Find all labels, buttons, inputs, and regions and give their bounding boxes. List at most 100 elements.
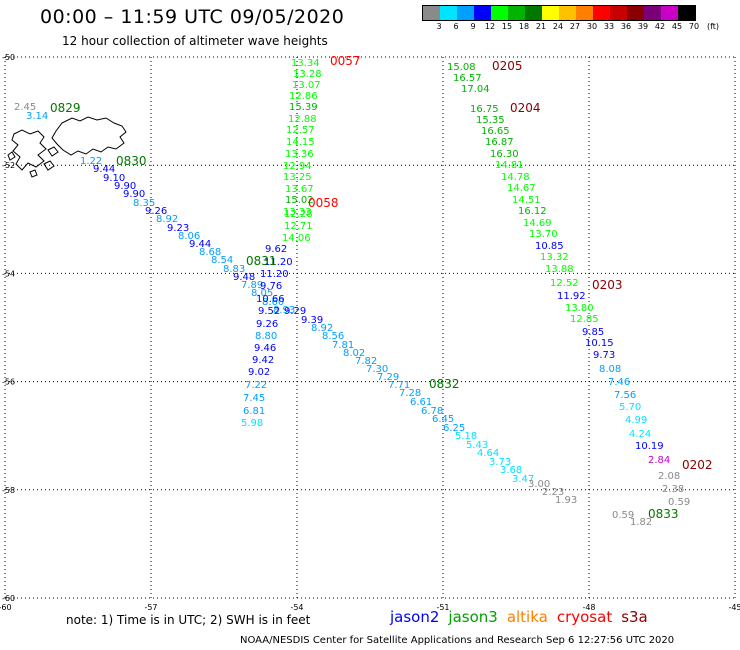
track-0202: 2.84 2.08 2.38 0.59 0202 [648, 455, 713, 508]
lon-label: -57 [144, 603, 157, 612]
pass-time-label: 0057 [330, 54, 361, 68]
wave-height-label: 14.69 [523, 218, 552, 229]
axis-labels: -50 -52 -54 -56 -58 -60-60 -57 -54 -51 -48 -45 [0, 53, 740, 612]
wave-height-label: 12.94 [283, 161, 312, 172]
wave-height-label: 2.45 [14, 102, 36, 113]
scale-label: 6 [453, 22, 459, 31]
scale-swatch [661, 6, 678, 20]
wave-height-label: 14.51 [512, 195, 541, 206]
wave-height-label: 12.71 [284, 221, 313, 232]
scale-swatch [542, 6, 559, 20]
wave-height-label: 13.80 [565, 303, 594, 314]
wave-height-label: 2.23 [542, 487, 564, 498]
track-0830: 1.229.449.109.909.908.359.268.929.238.06… [80, 154, 306, 317]
wave-height-label: 8.80 [255, 331, 277, 342]
wave-height-label: 7.28 [399, 388, 421, 399]
scale-label: (ft) [706, 22, 720, 31]
wave-height-label: 10.66 [256, 294, 285, 305]
map-grid [4, 56, 736, 599]
scale-swatch [627, 6, 644, 20]
pass-time-label: 0833 [648, 507, 679, 521]
wave-height-label: 8.54 [211, 255, 233, 266]
pass-time-label: 0204 [510, 101, 541, 115]
wave-height-label: 2.08 [658, 471, 680, 482]
wave-height-label: 7.81 [332, 340, 354, 351]
track-0831: 9.6211.2011.209.7610.669.529.268.809.469… [241, 244, 293, 429]
falkland-isle-4 [29, 169, 38, 178]
lat-label: -50 [2, 53, 15, 62]
wave-height-label: 2.38 [662, 484, 684, 495]
wave-height-label: 2.84 [648, 455, 670, 466]
wave-height-label: 13.33 [283, 207, 312, 218]
lon-label: -54 [290, 603, 303, 612]
wave-height-label: 13.88 [545, 264, 574, 275]
scale-label: 24 [552, 22, 564, 31]
wave-height-label: 13.28 [293, 69, 322, 80]
wave-height-label: 9.10 [103, 173, 125, 184]
scale-label: 15 [501, 22, 513, 31]
lat-label: -56 [2, 378, 15, 387]
scale-label: 18 [518, 22, 530, 31]
falkland-west-island [11, 129, 47, 171]
wave-height-label: 3.00 [528, 479, 550, 490]
wave-height-label: 6.78 [421, 406, 443, 417]
wave-height-label: 5.70 [619, 402, 641, 413]
satellite-legend: jason2 jason3 altika cryosat s3a [390, 608, 657, 626]
wave-height-label: 12.57 [286, 125, 315, 136]
wave-height-label: 17.04 [461, 84, 490, 95]
wave-height-label: 8.02 [343, 348, 365, 359]
wave-height-label: 7.22 [245, 380, 267, 391]
falkland-isle-1 [47, 146, 59, 157]
wave-height-label: 8.05 [251, 288, 273, 299]
pass-time-label: 0058 [308, 196, 339, 210]
wave-height-label: 12.86 [289, 91, 318, 102]
lon-label: -60 [0, 603, 12, 612]
pass-time-label: 0831 [246, 254, 277, 268]
wave-height-label: 4.99 [625, 415, 647, 426]
scale-label: 9 [470, 22, 476, 31]
wave-height-label: 9.90 [114, 181, 136, 192]
page-title: 00:00 – 11:59 UTC 09/05/2020 [40, 6, 345, 28]
wave-height-label: 13.34 [291, 58, 320, 69]
wave-height-label: 11.92 [557, 291, 586, 302]
wave-height-label: 13.25 [283, 172, 312, 183]
scale-swatch [576, 6, 593, 20]
wave-height-label: 4.64 [477, 448, 499, 459]
wave-height-label: 9.02 [248, 367, 270, 378]
wave-height-label: 10.15 [585, 338, 614, 349]
wave-height-label: 16.30 [490, 149, 519, 160]
wave-height-label: 15.02 [285, 195, 314, 206]
scale-label: 12 [484, 22, 496, 31]
wave-height-label: 9.29 [284, 306, 306, 317]
wave-height-label: 1.22 [80, 156, 102, 167]
wave-height-label: 9.76 [260, 281, 282, 292]
wave-height-label: 9.44 [93, 164, 115, 175]
wave-height-label: 6.45 [432, 414, 454, 425]
legend-altika: altika [506, 608, 548, 626]
wave-height-label: 1.82 [630, 517, 652, 528]
lon-label: -51 [436, 603, 449, 612]
scale-label: 36 [620, 22, 632, 31]
wave-height-label: 7.29 [377, 372, 399, 383]
wave-height-label: 7.89 [241, 280, 263, 291]
scale-swatch [508, 6, 525, 20]
lon-label: -48 [582, 603, 595, 612]
wave-height-label: 9.26 [256, 319, 278, 330]
wave-height-label: 1.93 [555, 495, 577, 506]
wave-height-label: 16.12 [518, 206, 547, 217]
lat-label: -58 [2, 486, 15, 495]
track-0204: 16.7515.3516.6516.8716.3014.8114.7814.67… [470, 101, 579, 289]
wave-height-label: 4.24 [629, 429, 651, 440]
scale-label: 45 [671, 22, 683, 31]
wave-height-label: 9.73 [593, 350, 615, 361]
color-scale-bar [422, 5, 696, 21]
scale-label: 70 [688, 22, 700, 31]
pass-time-label: 0829 [50, 101, 81, 115]
wave-height-label: 12.28 [284, 209, 313, 220]
wave-height-label: 6.25 [443, 423, 465, 434]
scale-swatch [525, 6, 542, 20]
